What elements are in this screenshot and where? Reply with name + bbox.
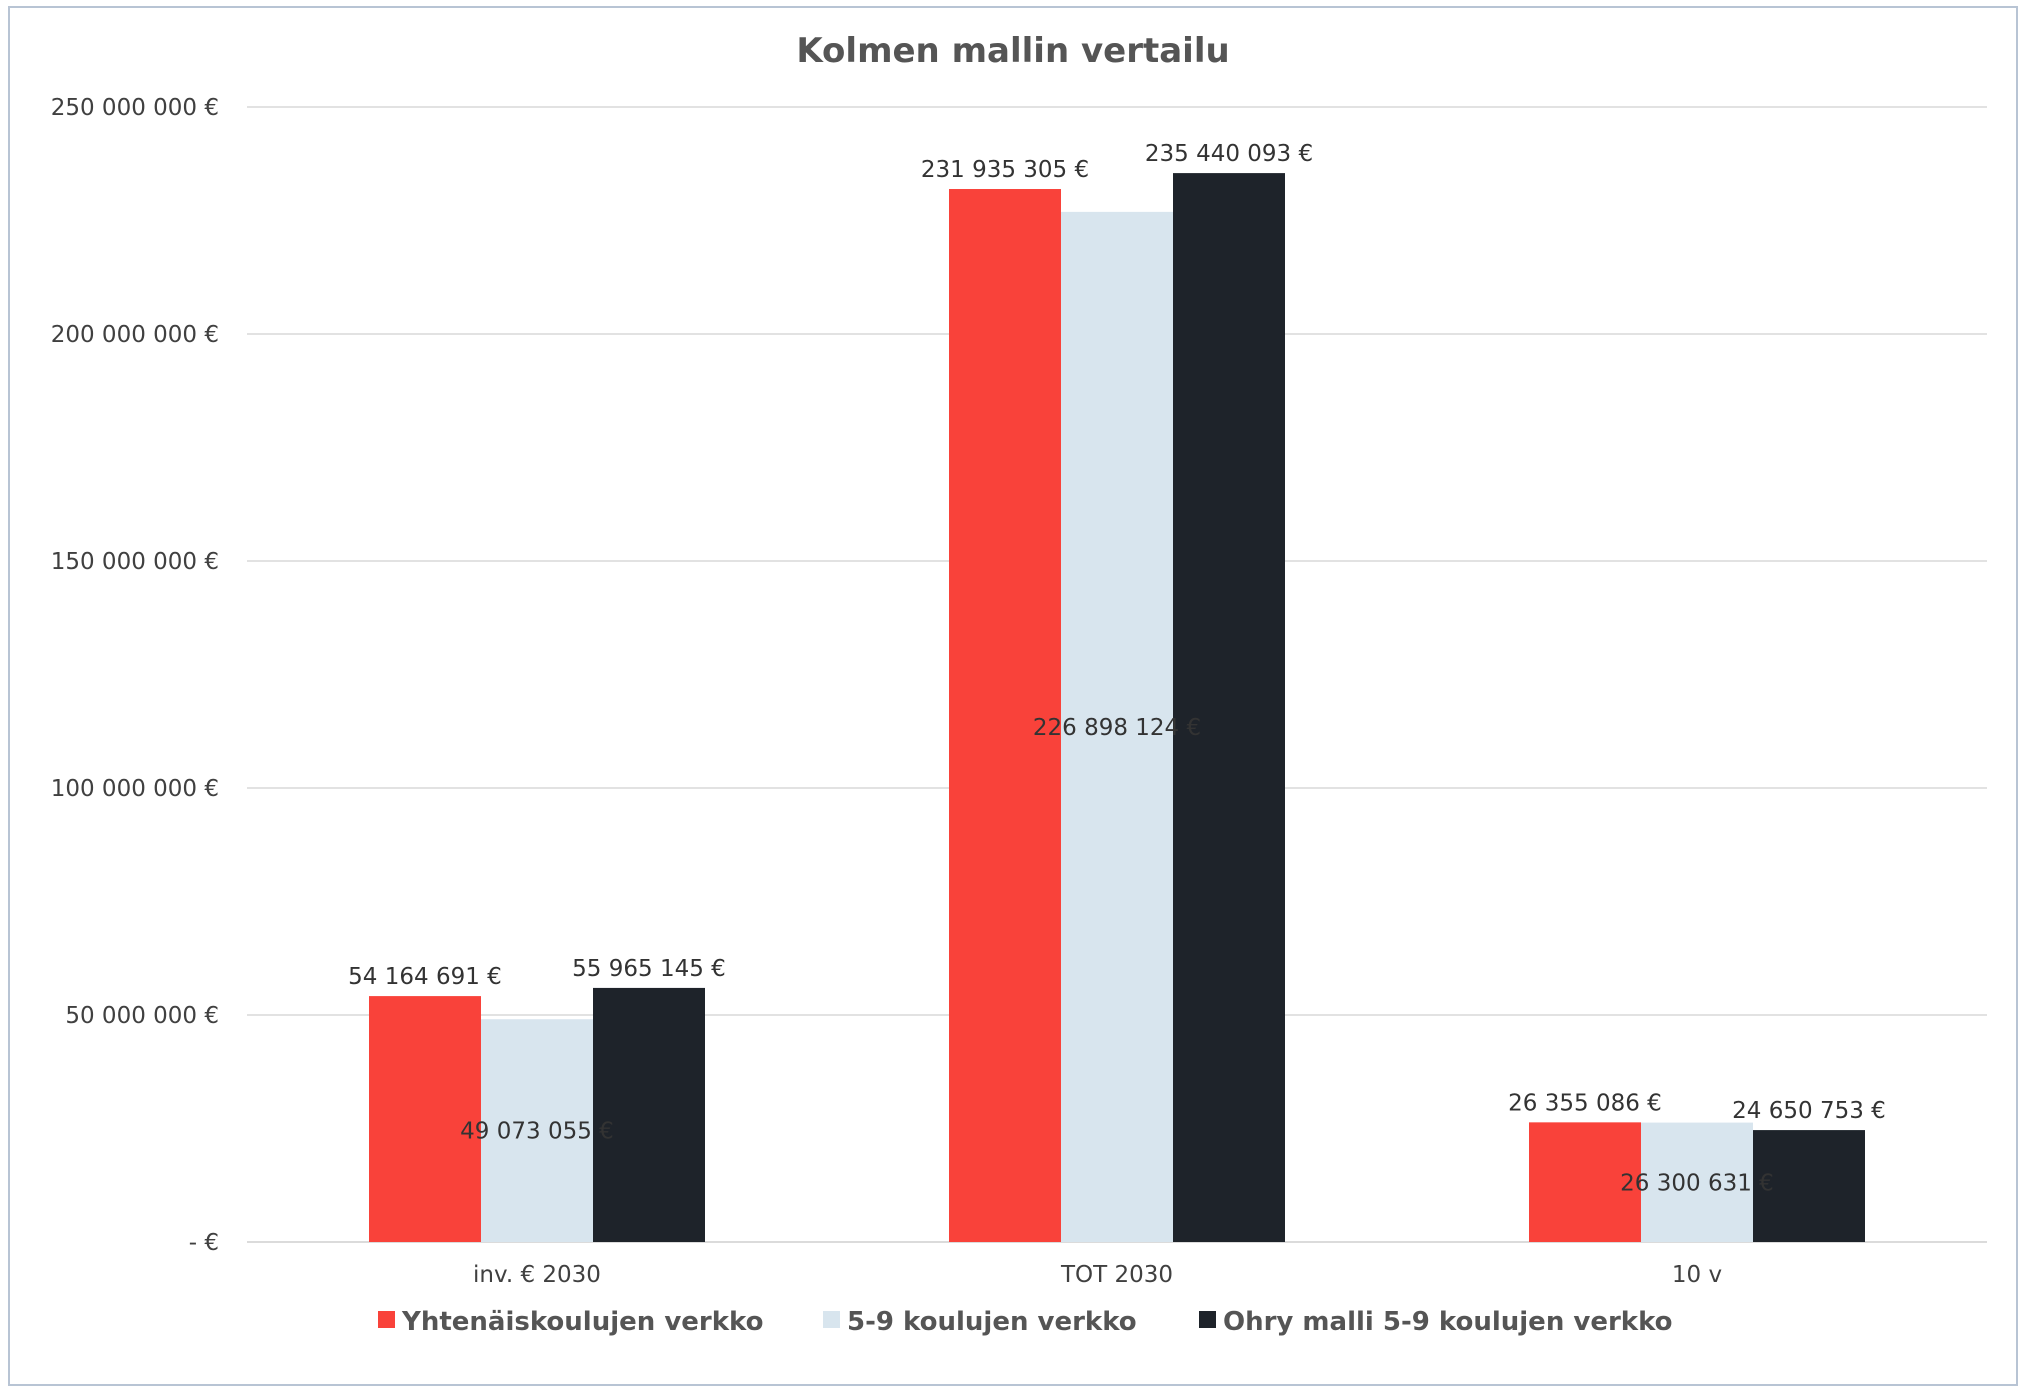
data-label: 226 898 124 € [1033,715,1201,741]
bar [1173,173,1285,1243]
data-label: 231 935 305 € [921,157,1089,183]
bar [1061,211,1173,1242]
y-tick-label: 100 000 000 € [51,776,219,802]
bar [369,996,481,1242]
data-label: 26 355 086 € [1508,1090,1662,1116]
data-label: 49 073 055 € [460,1119,614,1145]
data-labels: 54 164 691 € 49 073 055 € 55 965 145 € 231 … [348,141,1886,1196]
bars [369,173,1865,1243]
data-label: 54 164 691 € [348,964,502,990]
y-tick-label: 200 000 000 € [51,322,219,348]
chart-title: Kolmen mallin vertailu [796,31,1229,71]
y-tick-label: 150 000 000 € [51,549,219,575]
x-tick-label: inv. € 2030 [473,1262,601,1288]
data-label: 55 965 145 € [572,956,726,982]
data-label: 26 300 631 € [1620,1170,1774,1196]
bar [481,1019,593,1242]
x-tick-label: TOT 2030 [1060,1262,1173,1288]
bar [1753,1130,1865,1242]
legend-label: Yhtenäiskoulujen verkko [401,1307,764,1337]
bar [593,987,705,1242]
legend-swatch [1199,1311,1216,1328]
legend-swatch [378,1311,395,1328]
legend-label: 5-9 koulujen verkko [847,1307,1137,1337]
legend-label: Ohry malli 5-9 koulujen verkko [1223,1307,1673,1337]
bar [1529,1122,1641,1242]
x-tick-label: 10 v [1672,1262,1722,1288]
data-label: 235 440 093 € [1145,141,1313,167]
y-tick-label: 50 000 000 € [65,1003,219,1029]
y-tick-label: 250 000 000 € [51,95,219,121]
bar [1641,1122,1753,1242]
legend: Yhtenäiskoulujen verkko 5-9 koulujen verk… [378,1307,1673,1337]
data-label: 24 650 753 € [1732,1098,1886,1124]
y-axis-tick-labels: - € 50 000 000 € 100 000 000 € 150 000 000 … [51,95,219,1256]
legend-swatch [823,1311,840,1328]
y-tick-label: - € [189,1230,219,1256]
x-axis-tick-labels: inv. € 2030 TOT 2030 10 v [473,1262,1722,1288]
bar [949,189,1061,1243]
